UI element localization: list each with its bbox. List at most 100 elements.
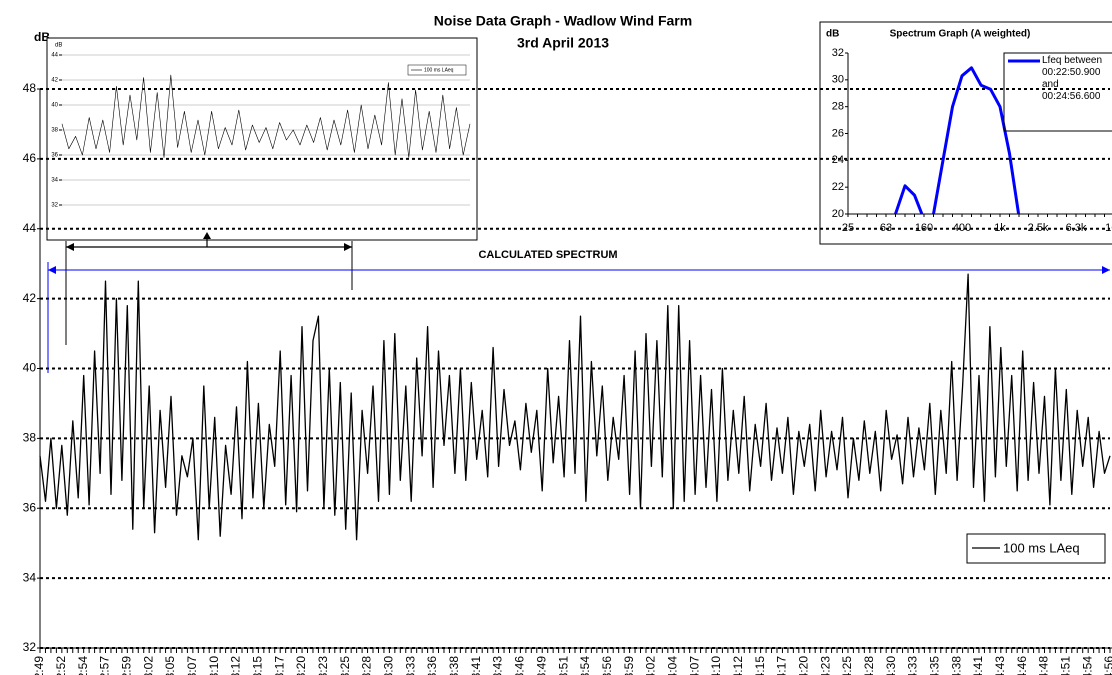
y-tick-label: 24 — [832, 154, 844, 166]
data-line — [39, 273, 1111, 541]
x-tick-label: 00:24:33 — [906, 656, 920, 675]
x-tick-label: 00:24:43 — [993, 656, 1007, 675]
x-tick-label: 00:23:15 — [251, 656, 265, 675]
y-tick-label: 42 — [23, 291, 37, 305]
y-tick-label: 44 — [51, 53, 58, 59]
y-tick-label: 32 — [832, 47, 844, 59]
y-tick-label: 38 — [51, 128, 58, 134]
x-tick-label: 00:23:05 — [163, 656, 177, 675]
x-tick-label: 00:23:59 — [622, 656, 636, 675]
x-tick-label: 00:23:20 — [294, 656, 308, 675]
inset-legend-label: 100 ms LAeq — [424, 67, 454, 73]
x-tick-label: 00:24:07 — [687, 656, 701, 675]
data-line — [894, 66, 1021, 214]
legend-label: Lfeq between 00:22:50.900 and 00:24:56.6… — [1042, 55, 1103, 102]
x-tick-label: 00:23:02 — [141, 656, 155, 675]
x-tick-label: 00:24:25 — [840, 656, 854, 675]
inset-y-label: dB — [55, 43, 62, 49]
x-tick-label: 00:23:36 — [425, 656, 439, 675]
x-tick-label: 00:24:30 — [884, 656, 898, 675]
spectrum-frame — [819, 21, 1112, 245]
legend-label: 100 ms LAeq — [1003, 540, 1080, 555]
chart-title: Noise Data Graph - Wadlow Wind Farm — [434, 13, 692, 29]
spectrum-legend — [1003, 52, 1112, 132]
x-tick-label: 00:23:51 — [556, 656, 570, 675]
x-tick-label: 00:23:30 — [382, 656, 396, 675]
annotation: CALCULATED SPECTRUM — [478, 249, 617, 261]
x-tick-label: 00:24:15 — [753, 656, 767, 675]
y-tick-label: 20 — [832, 208, 844, 220]
x-tick-label: 00:23:38 — [447, 656, 461, 675]
x-tick-label: 00:24:46 — [1015, 656, 1029, 675]
x-tick-label: 00:24:20 — [796, 656, 810, 675]
y-tick-label: 36 — [51, 153, 58, 159]
x-tick-label: 00:24:04 — [665, 656, 679, 675]
y-tick-label: 36 — [23, 500, 37, 514]
x-tick-label: 00:22:57 — [98, 656, 112, 675]
x-tick-label: 00:24:38 — [949, 656, 963, 675]
x-tick-label: 00:24:48 — [1037, 656, 1051, 675]
spectrum-y-label: dB — [826, 29, 839, 40]
x-tick-label: 00:23:28 — [360, 656, 374, 675]
x-tick-label: 1k — [994, 222, 1006, 234]
y-tick-label: 28 — [832, 101, 844, 113]
data-line — [61, 74, 471, 158]
y-tick-label: 48 — [23, 81, 37, 95]
y-tick-label: 30 — [832, 74, 844, 86]
x-tick-label: 00:23:12 — [229, 656, 243, 675]
x-tick-label: 16k — [1105, 222, 1112, 234]
arrowhead — [203, 232, 211, 239]
y-tick-label: 26 — [832, 127, 844, 139]
x-tick-label: 00:24:56 — [1102, 656, 1112, 675]
y-tick-label: 46 — [23, 151, 37, 165]
x-tick-label: 00:23:07 — [185, 656, 199, 675]
x-tick-label: 00:23:25 — [338, 656, 352, 675]
y-tick-label: 40 — [23, 361, 37, 375]
x-tick-label: 400 — [953, 222, 971, 234]
y-tick-label: 22 — [832, 181, 844, 193]
x-tick-label: 00:23:10 — [207, 656, 221, 675]
spectrum-title: Spectrum Graph (A weighted) — [890, 29, 1031, 40]
x-tick-label: 00:22:59 — [120, 656, 134, 675]
y-axis-label: dB — [34, 30, 50, 44]
x-tick-label: 00:23:23 — [316, 656, 330, 675]
y-tick-label: 34 — [51, 178, 58, 184]
x-tick-label: 00:24:10 — [709, 656, 723, 675]
x-tick-label: 00:24:02 — [644, 656, 658, 675]
y-tick-label: 40 — [51, 103, 58, 109]
x-tick-label: 00:24:51 — [1058, 656, 1072, 675]
x-tick-label: 00:24:12 — [731, 656, 745, 675]
x-tick-label: 00:24:41 — [971, 656, 985, 675]
x-tick-label: 00:23:17 — [272, 656, 286, 675]
inset-frame — [46, 37, 478, 241]
x-tick-label: 00:23:33 — [403, 656, 417, 675]
x-tick-label: 00:24:54 — [1080, 656, 1094, 675]
chart-subtitle: 3rd April 2013 — [517, 35, 609, 51]
y-tick-label: 38 — [23, 431, 37, 445]
x-tick-label: 00:23:54 — [578, 656, 592, 675]
x-tick-label: 2.5k — [1028, 222, 1049, 234]
x-tick-label: 63 — [880, 222, 892, 234]
y-tick-label: 42 — [51, 78, 58, 84]
y-tick-label: 32 — [51, 203, 58, 209]
x-tick-label: 00:22:54 — [76, 656, 90, 675]
x-tick-label: 00:23:46 — [513, 656, 527, 675]
y-tick-label: 44 — [23, 221, 37, 235]
x-tick-label: 00:24:35 — [927, 656, 941, 675]
x-tick-label: 00:24:17 — [775, 656, 789, 675]
x-tick-label: 00:23:49 — [534, 656, 548, 675]
x-tick-label: 00:22:49 — [32, 656, 46, 675]
x-tick-label: 6.3k — [1066, 222, 1087, 234]
x-tick-label: 25 — [842, 222, 854, 234]
x-tick-label: 00:24:23 — [818, 656, 832, 675]
x-tick-label: 00:24:28 — [862, 656, 876, 675]
x-tick-label: 00:23:56 — [600, 656, 614, 675]
y-tick-label: 34 — [23, 570, 37, 584]
y-tick-label: 32 — [23, 640, 37, 654]
x-tick-label: 00:23:41 — [469, 656, 483, 675]
x-tick-label: 00:22:52 — [54, 656, 68, 675]
x-tick-label: 160 — [915, 222, 933, 234]
x-tick-label: 00:23:43 — [491, 656, 505, 675]
